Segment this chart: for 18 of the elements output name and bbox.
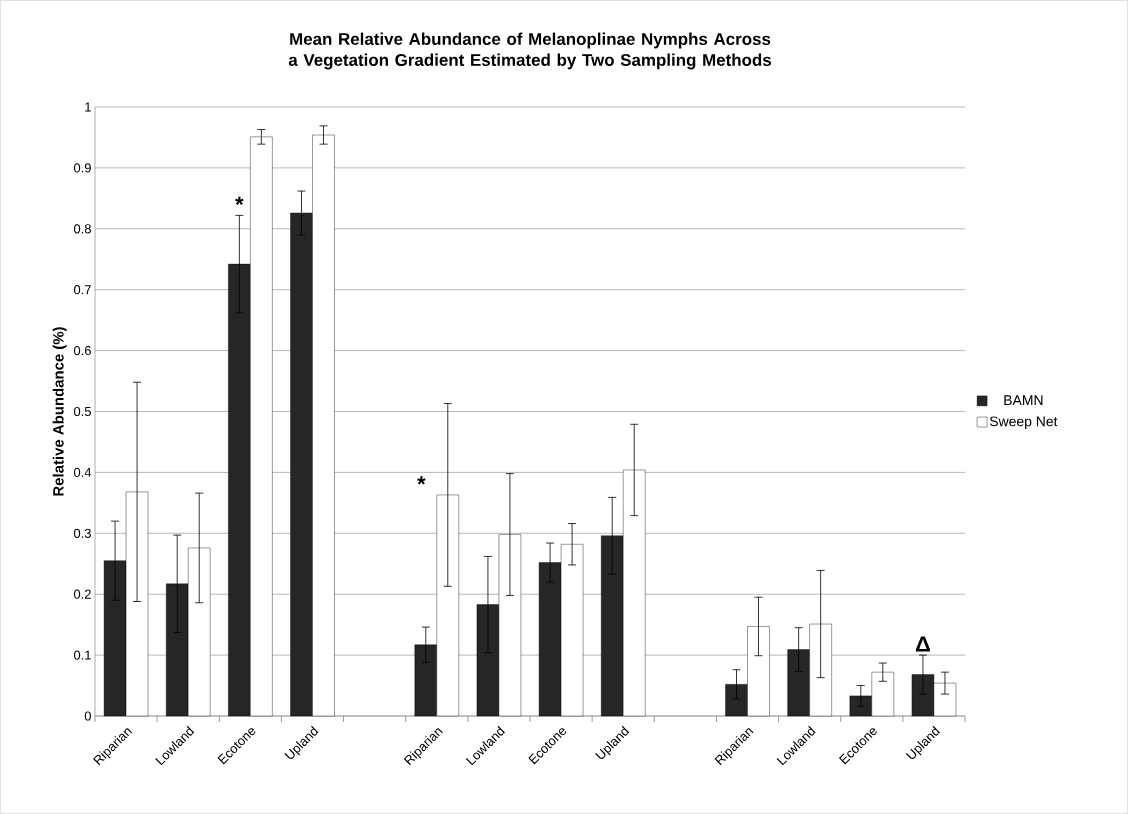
y-tick-label: 0.7 — [73, 285, 91, 295]
annotation: * — [235, 196, 244, 205]
y-tick-label: 0 — [84, 711, 91, 721]
y-tick-label: 0.4 — [73, 467, 92, 477]
y-axis-title: Relative Abundance (%) — [52, 327, 67, 496]
annotation: * — [417, 476, 426, 485]
y-tick-label: 0.5 — [73, 406, 91, 417]
y-tick-label: 0.2 — [73, 589, 91, 599]
annotation: Δ — [915, 636, 930, 652]
legend-label: Sweep Net — [989, 416, 1058, 430]
chart-title: Mean Relative Abundance of Melanoplinae Nymphs Across a Vegetation Gradient Estimated by Two Sampling Methods — [288, 32, 771, 70]
y-tick-label: 0.1 — [73, 650, 91, 660]
y-tick-label: 0.9 — [73, 163, 91, 173]
legend-label: BAMN — [1004, 395, 1043, 405]
y-tick-label: 0.6 — [73, 346, 91, 356]
y-tick-label: 0.8 — [73, 224, 91, 234]
y-tick-label: 0.3 — [73, 528, 91, 538]
y-tick-label: 1 — [85, 102, 91, 112]
